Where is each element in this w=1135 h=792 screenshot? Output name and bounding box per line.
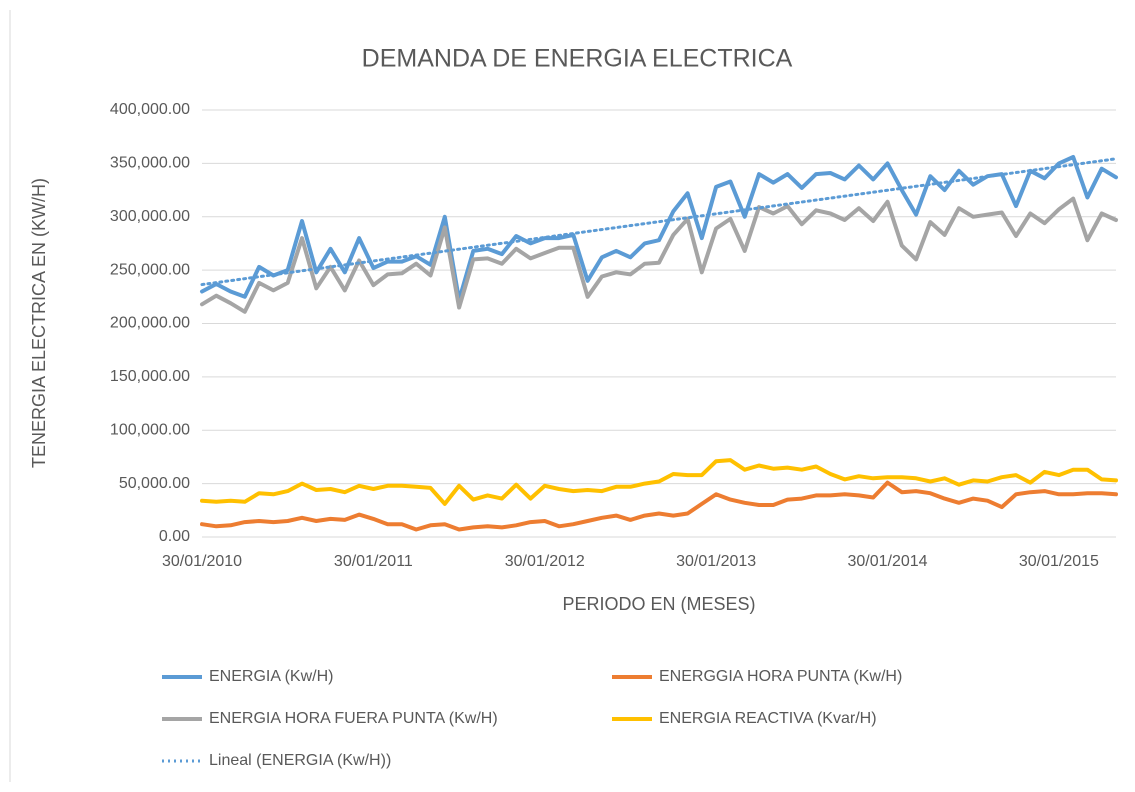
legend-label: ENERGGIA HORA PUNTA (Kw/H) <box>659 668 902 685</box>
x-axis-title: PERIODO EN (MESES) <box>562 594 755 614</box>
x-tick-label: 30/01/2011 <box>334 553 413 570</box>
x-tick-label: 30/01/2012 <box>505 553 585 570</box>
y-tick-label: 200,000.00 <box>110 315 190 332</box>
x-tick-label: 30/01/2013 <box>676 553 756 570</box>
series-line <box>200 480 1118 532</box>
y-tick-label: 150,000.00 <box>110 368 190 385</box>
legend-label: ENERGIA (Kw/H) <box>209 668 333 685</box>
series-line <box>200 458 1118 506</box>
x-tick-label: 30/01/2014 <box>847 553 927 570</box>
y-axis-title: TENERGIA ELECTRICA EN (KW/H) <box>29 178 49 468</box>
chart-title: DEMANDA DE ENERGIA ELECTRICA <box>362 45 793 73</box>
y-tick-label: 250,000.00 <box>110 261 190 278</box>
legend-label: ENERGIA HORA FUERA PUNTA (Kw/H) <box>209 710 498 727</box>
x-tick-label: 30/01/2010 <box>162 553 242 570</box>
y-tick-label: 50,000.00 <box>119 475 190 492</box>
y-tick-label: 100,000.00 <box>110 421 190 438</box>
legend-label: ENERGIA REACTIVA (Kvar/H) <box>659 710 877 727</box>
series-line <box>200 155 1118 302</box>
y-tick-label: 300,000.00 <box>110 208 190 225</box>
y-tick-label: 400,000.00 <box>110 101 190 118</box>
x-tick-label: 30/01/2015 <box>1019 553 1099 570</box>
series-line <box>200 196 1118 314</box>
legend-label: Lineal (ENERGIA (Kw/H)) <box>209 752 391 769</box>
y-tick-label: 350,000.00 <box>110 155 190 172</box>
y-tick-label: 0.00 <box>159 528 190 545</box>
trendline <box>200 157 1118 287</box>
